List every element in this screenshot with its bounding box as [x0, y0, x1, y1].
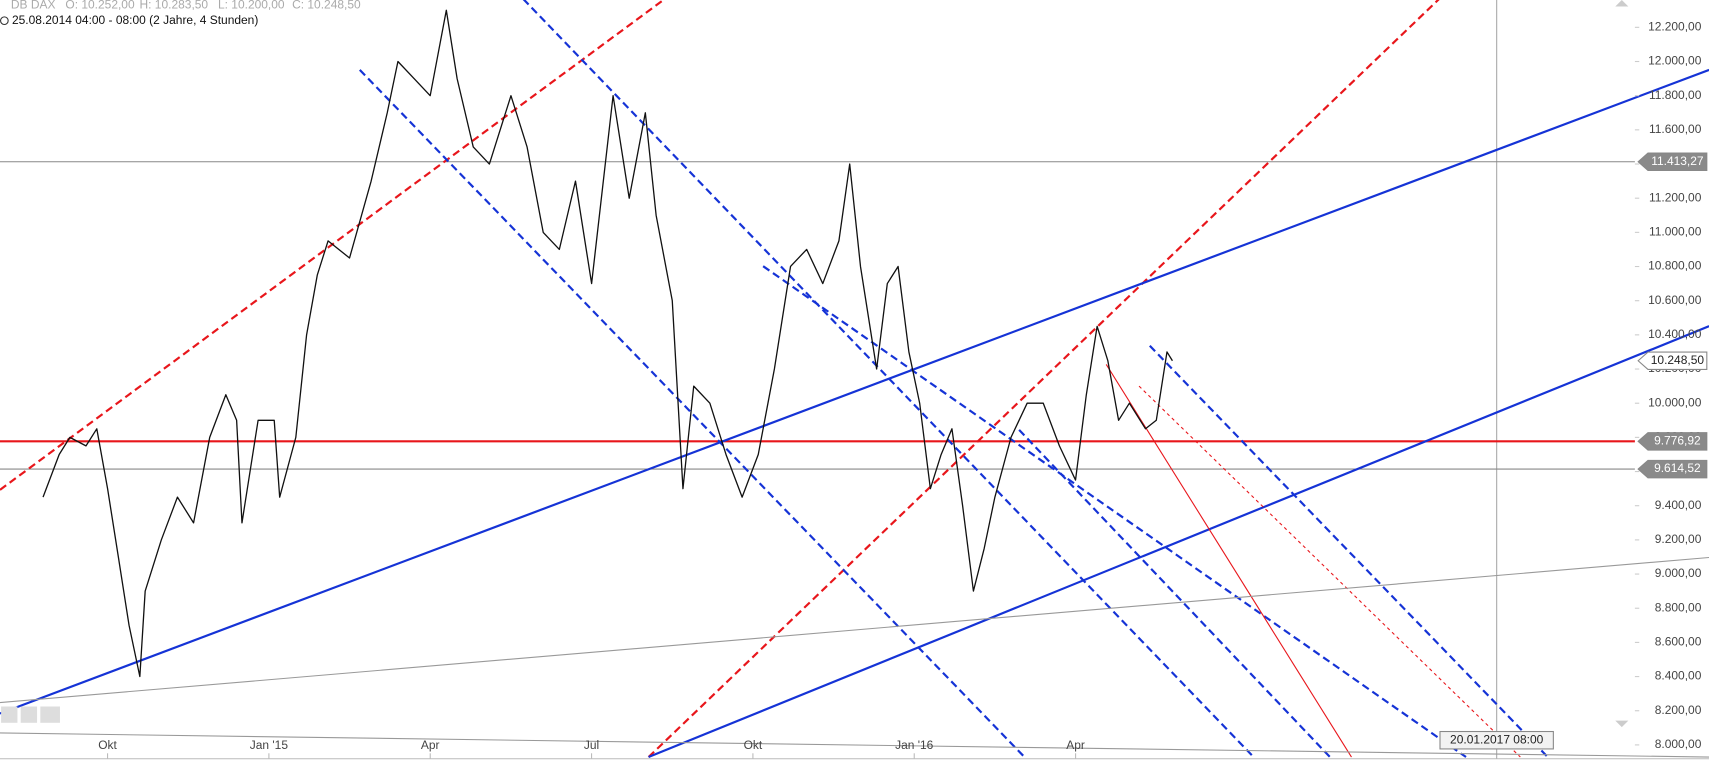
y-tick-label: 9.000,00 [1655, 566, 1702, 580]
level-tag [1637, 459, 1708, 479]
trend-line [762, 265, 1467, 758]
tool-button[interactable] [20, 706, 38, 723]
y-tick-label: 10.800,00 [1648, 259, 1702, 273]
x-tick-label: Okt [744, 738, 763, 752]
x-tick-label: Apr [1066, 738, 1085, 752]
y-tick-label: 10.000,00 [1648, 395, 1702, 409]
trend-line [0, 556, 1709, 704]
trend-line [358, 69, 1026, 758]
date-marker-tag [1439, 730, 1554, 750]
tool-button[interactable] [40, 706, 60, 723]
x-tick-label: Okt [98, 738, 117, 752]
trend-line [1018, 429, 1331, 758]
y-tick-label: 11.600,00 [1649, 122, 1702, 136]
level-tag [1637, 351, 1708, 371]
y-tick-label: 8.000,00 [1655, 737, 1702, 751]
date-marker-label: 20.01.2017 08:00 [1450, 732, 1544, 746]
y-tick-label: 11.800,00 [1649, 88, 1702, 102]
price-line [42, 9, 1173, 678]
trend-line [522, 0, 1255, 758]
level-tag-label: 9.614,52 [1654, 461, 1701, 475]
trend-line [1149, 345, 1549, 758]
scroll-down[interactable] [1615, 720, 1629, 728]
trend-line [647, 0, 1440, 758]
y-tick-label: 8.600,00 [1655, 635, 1702, 649]
scroll-up[interactable] [1615, 0, 1629, 7]
ohlc-label: L: 10.200,00 [218, 0, 285, 12]
clock-icon [0, 16, 9, 26]
ohlc-label: O: 10.252,00 [65, 0, 135, 12]
trend-line [1105, 364, 1352, 758]
y-tick-label: 12.000,00 [1648, 54, 1702, 68]
toolbar[interactable] [1, 0, 1629, 728]
trend-line [648, 325, 1709, 759]
level-tag [1637, 152, 1708, 172]
level-tag-label: 9.776,92 [1654, 434, 1701, 448]
y-tick-label: 8.800,00 [1655, 600, 1702, 614]
y-tick-label: 9.400,00 [1655, 498, 1702, 512]
y-tick-label: 10.400,00 [1648, 327, 1702, 341]
x-tick-label: Jan '15 [250, 738, 289, 752]
y-tick-label: 10.600,00 [1648, 293, 1702, 307]
level-tag-label: 10.248,50 [1651, 353, 1705, 367]
ohlc-label: H: 10.283,50 [140, 0, 209, 12]
x-tick-label: Jul [584, 738, 599, 752]
subtitle: 25.08.2014 04:00 - 08:00 (2 Jahre, 4 Stu… [12, 13, 258, 27]
y-tick-label: 11.200,00 [1649, 190, 1702, 204]
header: DB DAX O: 10.252,00 H: 10.283,50 L: 10.2… [0, 0, 361, 27]
ohlc-label: C: 10.248,50 [292, 0, 361, 12]
level-tag-label: 11.413,27 [1651, 154, 1704, 168]
y-tick-label: 8.200,00 [1655, 703, 1702, 717]
y-tick-label: 9.200,00 [1655, 532, 1702, 546]
tool-button[interactable] [1, 706, 18, 723]
y-tick-label: 8.400,00 [1655, 669, 1702, 683]
instrument-title: DB DAX [11, 0, 56, 12]
y-tick-label: 11.000,00 [1649, 225, 1702, 239]
x-tick-label: Apr [421, 738, 440, 752]
y-tick-label: 12.200,00 [1648, 20, 1702, 34]
x-tick-label: Jan '16 [895, 738, 934, 752]
level-tag [1637, 432, 1708, 451]
trend-line [0, 68, 1709, 715]
trend-line [0, 732, 1709, 758]
